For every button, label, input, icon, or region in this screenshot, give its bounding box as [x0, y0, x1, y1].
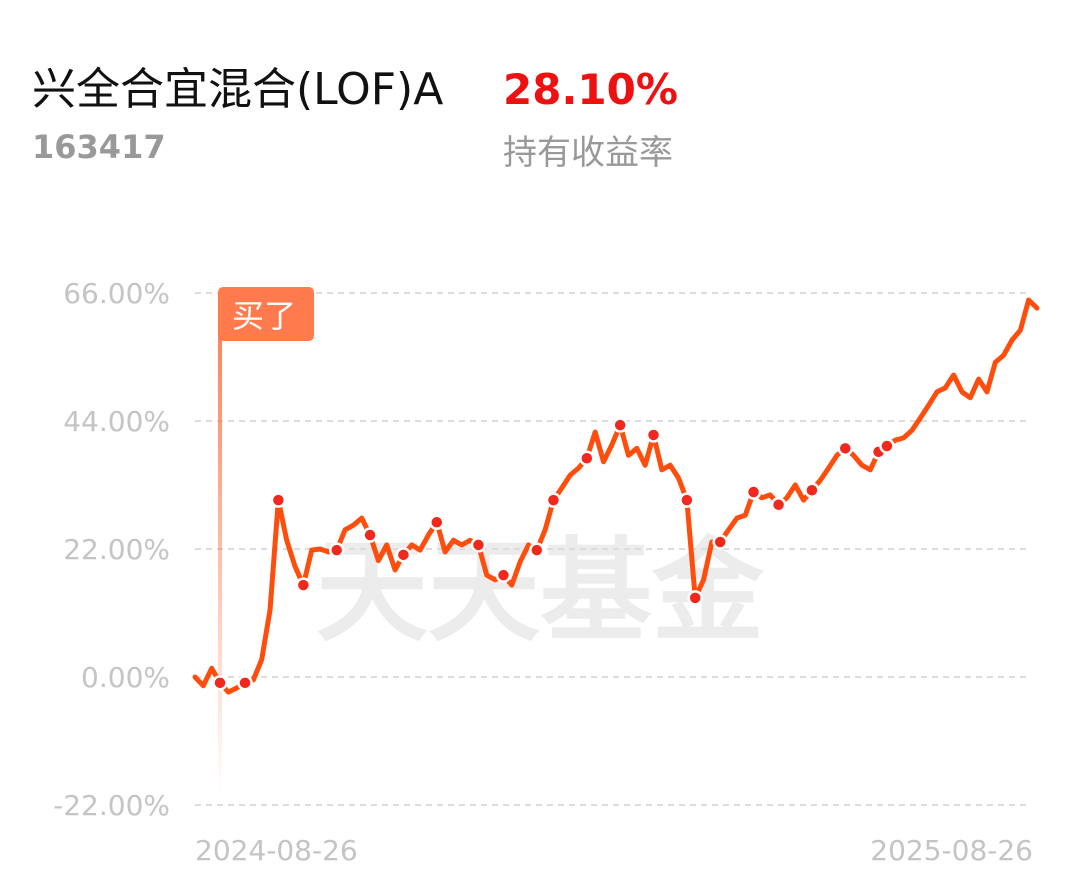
point-marker [804, 482, 820, 498]
buy-badge [218, 287, 315, 341]
point-marker [679, 492, 695, 508]
point-marker [362, 527, 378, 543]
point-marker [612, 417, 628, 433]
buy-line [218, 300, 223, 795]
point-marker [579, 450, 595, 466]
point-marker [687, 590, 703, 606]
x-tick-label: 2024-08-26 [195, 834, 358, 867]
point-marker [470, 537, 487, 553]
point-marker [270, 492, 287, 508]
point-marker [770, 497, 787, 513]
point-marker [429, 514, 445, 530]
y-tick-label: -22.00% [53, 789, 170, 822]
y-tick-label: 22.00% [63, 533, 170, 566]
point-marker [879, 438, 895, 454]
fund-code: 163417 [32, 128, 166, 166]
return-label: 持有收益率 [503, 133, 673, 173]
return-value: 28.10% [503, 65, 678, 114]
fund-title: 兴全合宜混合(LOF)A [32, 64, 443, 115]
point-marker [212, 675, 228, 691]
point-marker [712, 534, 728, 550]
point-marker [237, 675, 253, 691]
point-marker [395, 547, 412, 563]
y-tick-label: 0.00% [81, 661, 170, 694]
y-tick-label: 66.00% [63, 277, 170, 310]
y-tick-label: 44.00% [63, 405, 170, 438]
buy-label: 买了 [232, 297, 296, 335]
point-marker [495, 567, 512, 583]
x-tick-label: 2025-08-26 [870, 834, 1033, 867]
point-marker [529, 542, 545, 558]
point-marker [545, 492, 562, 508]
point-marker [745, 484, 762, 500]
point-marker [295, 577, 312, 593]
point-marker [645, 427, 662, 443]
point-marker [837, 440, 854, 457]
point-marker [328, 542, 345, 558]
